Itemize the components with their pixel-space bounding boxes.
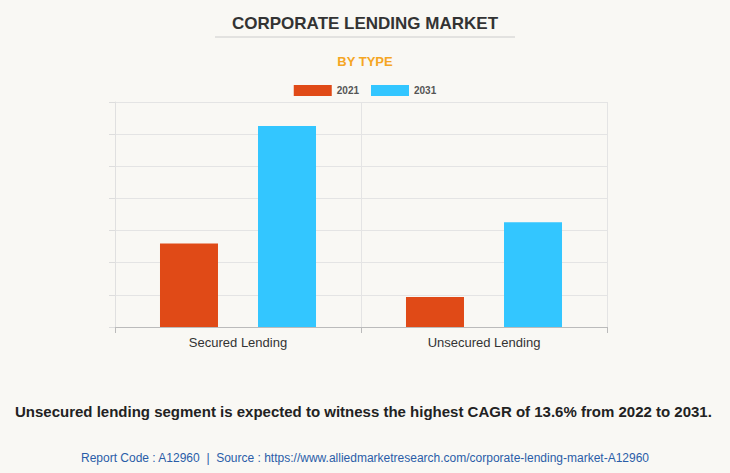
svg-text:CORPORATE LENDING MARKET: CORPORATE LENDING MARKET xyxy=(232,14,499,33)
svg-text:BY TYPE: BY TYPE xyxy=(337,54,393,69)
svg-text:Unsecured lending segment is e: Unsecured lending segment is expected to… xyxy=(15,403,712,420)
svg-text:2021: 2021 xyxy=(337,85,360,96)
svg-text:Unsecured Lending: Unsecured Lending xyxy=(428,335,541,350)
svg-text:Report Code : A12960 | Sourc: Report Code : A12960 | Source : https://… xyxy=(81,451,649,465)
svg-text:2031: 2031 xyxy=(414,85,437,96)
svg-text:Secured Lending: Secured Lending xyxy=(189,335,287,350)
